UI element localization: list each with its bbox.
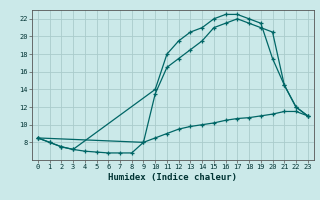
X-axis label: Humidex (Indice chaleur): Humidex (Indice chaleur) [108,173,237,182]
